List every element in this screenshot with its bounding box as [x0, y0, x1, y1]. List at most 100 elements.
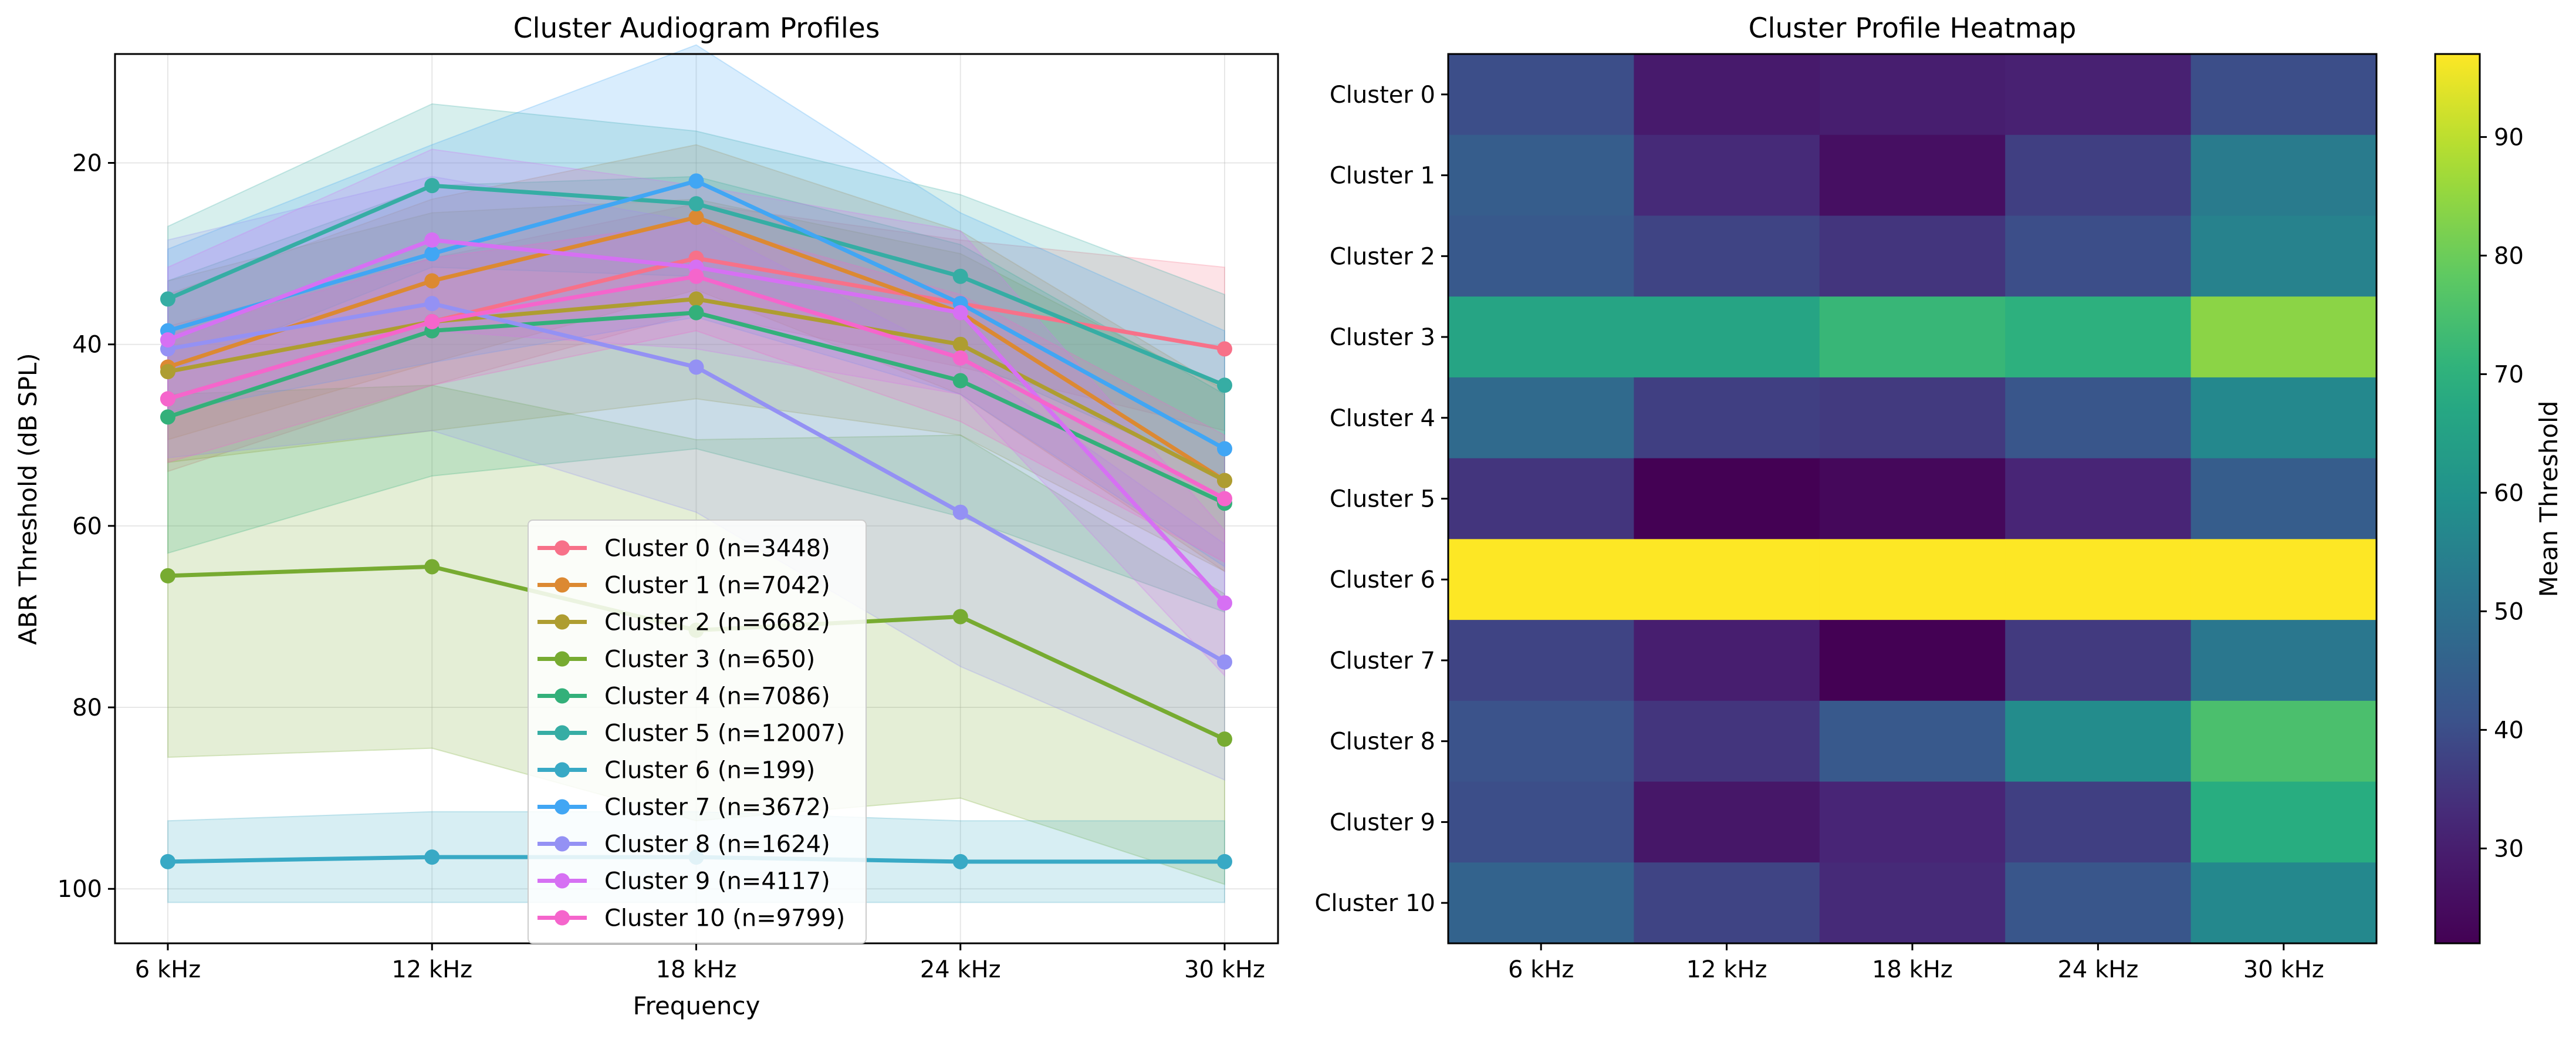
data-point	[688, 268, 704, 284]
series-cluster-9	[160, 232, 1232, 611]
data-point	[424, 232, 440, 248]
data-point	[952, 350, 968, 366]
heatmap-y-tick-label: Cluster 4	[1330, 405, 1435, 432]
line-chart-series	[160, 173, 1232, 869]
heatmap-cell	[1448, 215, 1634, 297]
heatmap-cell	[1819, 700, 2006, 782]
legend-item: Cluster 8 (n=1624)	[537, 831, 830, 858]
data-point	[952, 305, 968, 321]
data-point	[160, 291, 175, 307]
legend-item: Cluster 1 (n=7042)	[537, 572, 830, 599]
y-tick-label: 20	[72, 150, 102, 177]
data-point	[424, 178, 440, 194]
data-point	[952, 268, 968, 284]
series-cluster-4	[160, 305, 1232, 511]
legend-marker	[555, 540, 570, 556]
legend-item: Cluster 7 (n=3672)	[537, 794, 830, 821]
heatmap-cell	[1448, 296, 1634, 378]
heatmap-cell	[1448, 862, 1634, 944]
data-point	[424, 246, 440, 262]
heatmap-cell	[1634, 620, 1820, 701]
heatmap-cell	[1634, 458, 1820, 539]
heatmap-y-tick-label: Cluster 5	[1330, 486, 1435, 513]
data-point	[424, 559, 440, 575]
data-point	[1217, 654, 1232, 670]
heatmap-y-ticks: Cluster 0 Cluster 1 Cluster 2 Cluster 3 Clus…	[1314, 82, 1448, 917]
y-tick-label: 100	[58, 876, 102, 903]
heatmap-cell	[2190, 620, 2377, 701]
heatmap-y-tick-label: Cluster 2	[1330, 243, 1435, 270]
legend-marker	[555, 762, 570, 778]
y-tick-label: 40	[72, 332, 102, 359]
legend-marker	[555, 725, 570, 741]
legend-label: Cluster 6 (n=199)	[604, 757, 815, 784]
heatmap-cell	[1819, 296, 2006, 378]
data-point	[160, 409, 175, 425]
heatmap-cell	[1634, 862, 1820, 944]
y-tick-label: 80	[72, 694, 102, 721]
colorbar-label: Mean Threshold	[2534, 401, 2563, 598]
heatmap-x-tick-label: 6 kHz	[1508, 956, 1574, 983]
heatmap-cell	[1448, 377, 1634, 459]
heatmap-cell	[1448, 700, 1634, 782]
heatmap-cells	[1448, 54, 2377, 944]
heatmap-cell	[2190, 862, 2377, 944]
heatmap-cell	[2005, 620, 2192, 701]
heatmap-y-tick-label: Cluster 6	[1330, 566, 1435, 593]
heatmap-cell	[2005, 458, 2192, 539]
heatmap-cell	[1634, 215, 1820, 297]
x-tick-label: 6 kHz	[135, 956, 201, 983]
data-point	[160, 364, 175, 380]
line-chart-title: Cluster Audiogram Profiles	[513, 12, 880, 45]
heatmap-cell	[2190, 215, 2377, 297]
data-point	[688, 291, 704, 307]
heatmap-cell	[2190, 54, 2377, 136]
data-point	[424, 314, 440, 330]
heatmap-cell	[1634, 700, 1820, 782]
heatmap-cell	[2190, 134, 2377, 217]
data-point	[688, 359, 704, 375]
heatmap-y-tick-label: Cluster 3	[1330, 324, 1435, 351]
heatmap-cell	[2005, 134, 2192, 217]
data-point	[1217, 491, 1232, 507]
heatmap-cell	[2005, 296, 2192, 378]
heatmap-cell	[2190, 458, 2377, 539]
heatmap-cell	[2005, 539, 2192, 620]
legend-item: Cluster 4 (n=7086)	[537, 683, 830, 710]
data-point	[424, 849, 440, 865]
x-tick-label: 30 kHz	[1184, 956, 1265, 983]
data-point	[1217, 854, 1232, 869]
colorbar-tick-label: 30	[2494, 835, 2524, 862]
heatmap-x-tick-label: 18 kHz	[1872, 956, 1953, 983]
heatmap-y-tick-label: Cluster 8	[1330, 728, 1435, 755]
heatmap-y-tick-label: Cluster 1	[1330, 163, 1435, 190]
data-point	[1217, 731, 1232, 747]
x-tick-label: 12 kHz	[391, 956, 472, 983]
heatmap-cell	[2005, 215, 2192, 297]
legend-marker	[555, 873, 570, 889]
x-tick-label: 18 kHz	[656, 956, 737, 983]
series-cluster-5	[160, 178, 1232, 393]
colorbar-tick-label: 60	[2494, 480, 2524, 507]
colorbar: 30 40 50 60 70 80 90	[2434, 53, 2524, 944]
heatmap-panel: 6 kHz 12 kHz 18 kHz 24 kHz 30 kHz Cluster 0C…	[1314, 12, 2563, 983]
heatmap-cell	[1819, 620, 2006, 701]
data-point	[1217, 473, 1232, 488]
legend-marker	[555, 651, 570, 667]
colorbar-tick-label: 40	[2494, 717, 2524, 744]
line-chart-panel: 6 kHz 12 kHz 18 kHz 24 kHz 30 kHz 20 40 60 80 10…	[13, 12, 1279, 1020]
data-point	[952, 336, 968, 352]
heatmap-cell	[1819, 377, 2006, 459]
colorbar-tick-label: 70	[2494, 361, 2524, 388]
heatmap-cell	[1819, 134, 2006, 217]
line-chart-y-axis-label: ABR Threshold (dB SPL)	[13, 353, 42, 645]
heatmap-cell	[2190, 377, 2377, 459]
data-point	[1217, 595, 1232, 611]
heatmap-title: Cluster Profile Heatmap	[1749, 12, 2077, 45]
data-point	[688, 210, 704, 225]
heatmap-y-tick-label: Cluster 9	[1330, 809, 1435, 836]
legend-item: Cluster 3 (n=650)	[537, 646, 815, 673]
legend-item: Cluster 10 (n=9799)	[537, 905, 845, 932]
heatmap-cell	[1819, 54, 2006, 136]
heatmap-cell	[1634, 296, 1820, 378]
